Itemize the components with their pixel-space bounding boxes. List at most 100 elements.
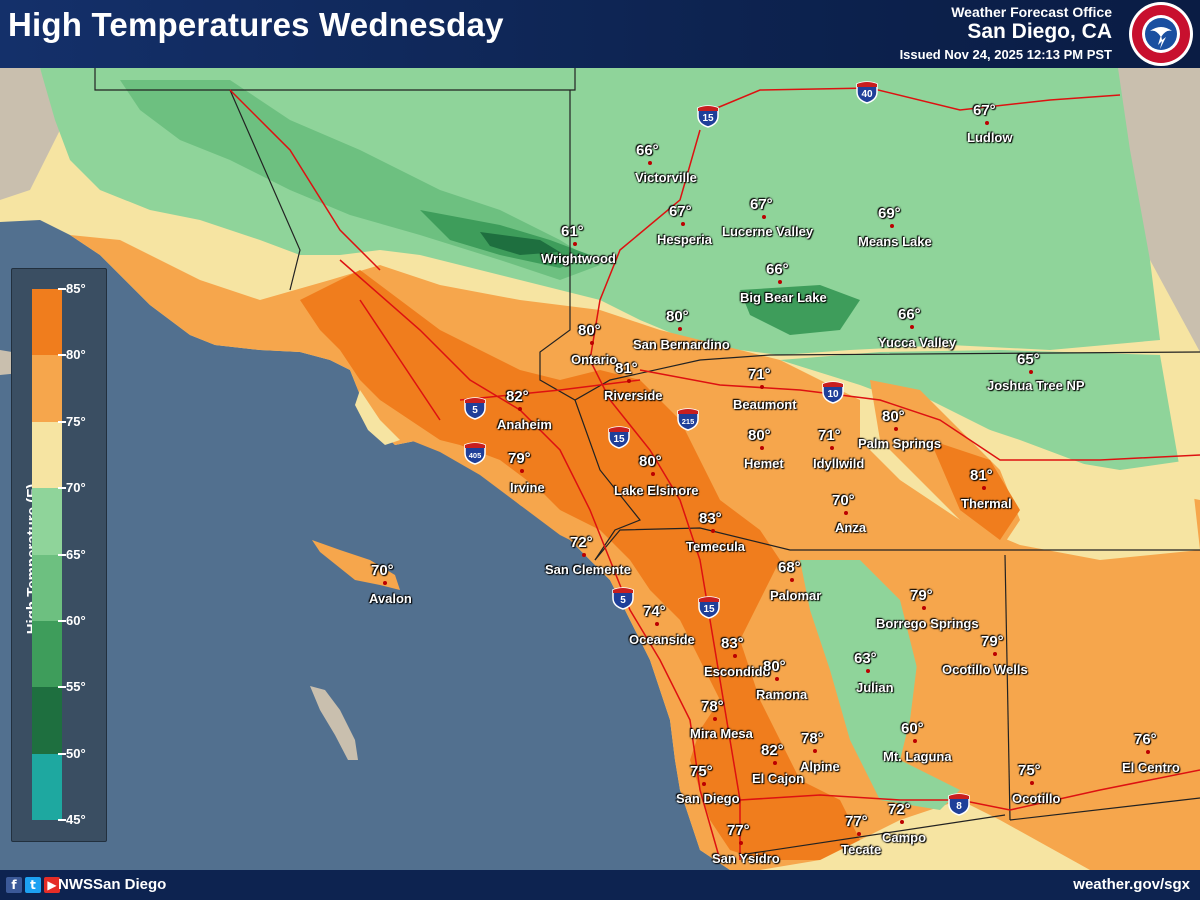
legend-swatch	[32, 554, 62, 621]
city-temperature: 65°	[1017, 351, 1040, 368]
city-name: Ramona	[756, 687, 808, 702]
city-name: Ontario	[571, 352, 618, 367]
city-temperature: 77°	[845, 813, 868, 830]
city-marker	[866, 669, 870, 673]
legend-tick-mark	[58, 288, 66, 290]
green-bigbear	[740, 285, 860, 335]
svg-text:8: 8	[956, 801, 962, 812]
footer-bar: f t ▶ NWSSan Diego weather.gov/sgx	[0, 870, 1200, 900]
city-name: Irvine	[510, 480, 545, 495]
interstate-shield-icon: 15	[697, 105, 719, 128]
twitter-icon[interactable]: t	[25, 877, 41, 893]
city-marker	[518, 407, 522, 411]
city-temperature: 68°	[778, 559, 801, 576]
catalina-island	[312, 540, 400, 590]
orange-hot-la-basin	[300, 270, 860, 860]
city-temperature: 70°	[371, 562, 394, 579]
city-marker	[857, 832, 861, 836]
svg-text:15: 15	[702, 113, 714, 124]
city-name: Mira Mesa	[690, 726, 753, 741]
city-name: Joshua Tree NP	[987, 378, 1085, 393]
city-name: Avalon	[369, 591, 412, 606]
city-temperature: 69°	[878, 205, 901, 222]
city-name: Ludlow	[967, 130, 1013, 145]
office-info: Weather Forecast Office San Diego, CA Is…	[900, 4, 1112, 62]
city-name: Big Bear Lake	[740, 290, 827, 305]
temperature-legend: High Temperature (F) 85°80°75°70°65°60°5…	[11, 268, 107, 842]
header-bar: High Temperatures Wednesday Weather Fore…	[0, 0, 1200, 68]
city-temperature: 81°	[970, 467, 993, 484]
city-temperature: 77°	[727, 822, 750, 839]
city-temperature: 75°	[1018, 762, 1041, 779]
legend-tick-label: 65°	[66, 546, 86, 562]
city-temperature: 60°	[901, 720, 924, 737]
city-temperature: 79°	[981, 633, 1004, 650]
city-name: El Cajon	[752, 771, 805, 786]
legend-tick-mark	[58, 752, 66, 755]
website-link[interactable]: weather.gov/sgx	[1073, 876, 1190, 893]
city-marker	[590, 341, 594, 345]
interstate-shield-icon: 15	[608, 426, 630, 449]
green-desert-strip	[780, 350, 1180, 470]
city-temperature: 67°	[973, 102, 996, 119]
city-marker	[648, 161, 652, 165]
legend-tick-label: 50°	[66, 745, 86, 761]
svg-text:10: 10	[827, 389, 839, 400]
legend-tick-label: 85°	[66, 281, 86, 296]
city-marker	[520, 469, 524, 473]
legend-tick-label: 75°	[66, 413, 86, 429]
city-marker	[922, 606, 926, 610]
city-name: Lucerne Valley	[722, 224, 814, 239]
city-marker	[573, 242, 577, 246]
city-temperature: 71°	[818, 427, 841, 444]
city-temperature: 72°	[888, 801, 911, 818]
nws-logo-icon	[1129, 2, 1193, 66]
city-marker	[913, 739, 917, 743]
city-temperature: 82°	[506, 388, 529, 405]
city-marker	[383, 581, 387, 585]
city-temperature: 61°	[561, 223, 584, 240]
city-temperature: 67°	[669, 203, 692, 220]
city-name: Means Lake	[858, 234, 932, 249]
legend-tick-mark	[58, 553, 66, 556]
city-marker	[655, 622, 659, 626]
city-marker	[681, 222, 685, 226]
interstate-shield-icon: 5	[464, 397, 486, 420]
city-name: Wrightwood	[541, 251, 616, 266]
orange-warm-coast	[380, 420, 590, 550]
city-name: Escondido	[704, 664, 771, 679]
interstate-shield-icon: 8	[948, 793, 970, 816]
legend-tick-label: 60°	[66, 612, 86, 628]
city-temperature: 72°	[570, 534, 593, 551]
legend-color-bar	[32, 289, 62, 820]
county-boundaries	[94, 68, 1200, 856]
city-temperature: 70°	[832, 492, 855, 509]
city-temperature: 80°	[748, 427, 771, 444]
legend-swatch	[32, 753, 62, 820]
interstate-shield-icon: 10	[822, 381, 844, 404]
city-marker	[760, 385, 764, 389]
legend-tick-mark	[58, 619, 66, 622]
interstate-shield-icon: 40	[856, 81, 878, 104]
legend-tick-label: 45°	[66, 812, 86, 827]
city-temperature: 80°	[882, 408, 905, 425]
city-temperature: 81°	[615, 360, 638, 377]
social-handle[interactable]: NWSSan Diego	[58, 876, 167, 893]
yellow-coastal-la	[355, 390, 400, 445]
city-marker	[844, 511, 848, 515]
youtube-icon[interactable]: ▶	[44, 877, 60, 893]
city-temperature: 78°	[801, 730, 824, 747]
desert-arizona	[1118, 68, 1200, 352]
city-temperature: 83°	[721, 635, 744, 652]
green-sd-mountains	[800, 560, 960, 810]
city-name: Riverside	[604, 388, 663, 403]
facebook-icon[interactable]: f	[6, 877, 22, 893]
city-marker	[760, 446, 764, 450]
city-name: Palomar	[770, 588, 822, 603]
social-icons: f t ▶	[6, 877, 60, 893]
legend-tick-label: 70°	[66, 480, 86, 496]
city-name: Yucca Valley	[878, 335, 957, 350]
city-temperature: 80°	[578, 322, 601, 339]
city-marker	[890, 224, 894, 228]
city-temperature: 71°	[748, 366, 771, 383]
